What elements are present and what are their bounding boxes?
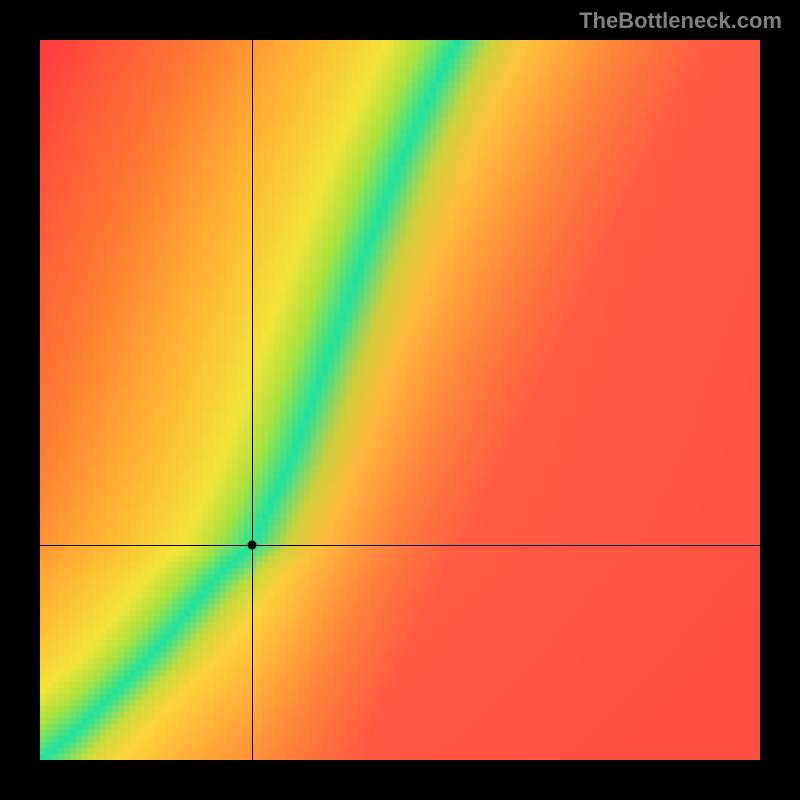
crosshair-horizontal <box>40 545 760 546</box>
marker-dot <box>248 541 257 550</box>
chart-frame: TheBottleneck.com <box>0 0 800 800</box>
plot-area <box>40 40 760 760</box>
crosshair-vertical <box>252 40 253 760</box>
watermark: TheBottleneck.com <box>579 8 782 34</box>
heatmap-canvas <box>40 40 760 760</box>
